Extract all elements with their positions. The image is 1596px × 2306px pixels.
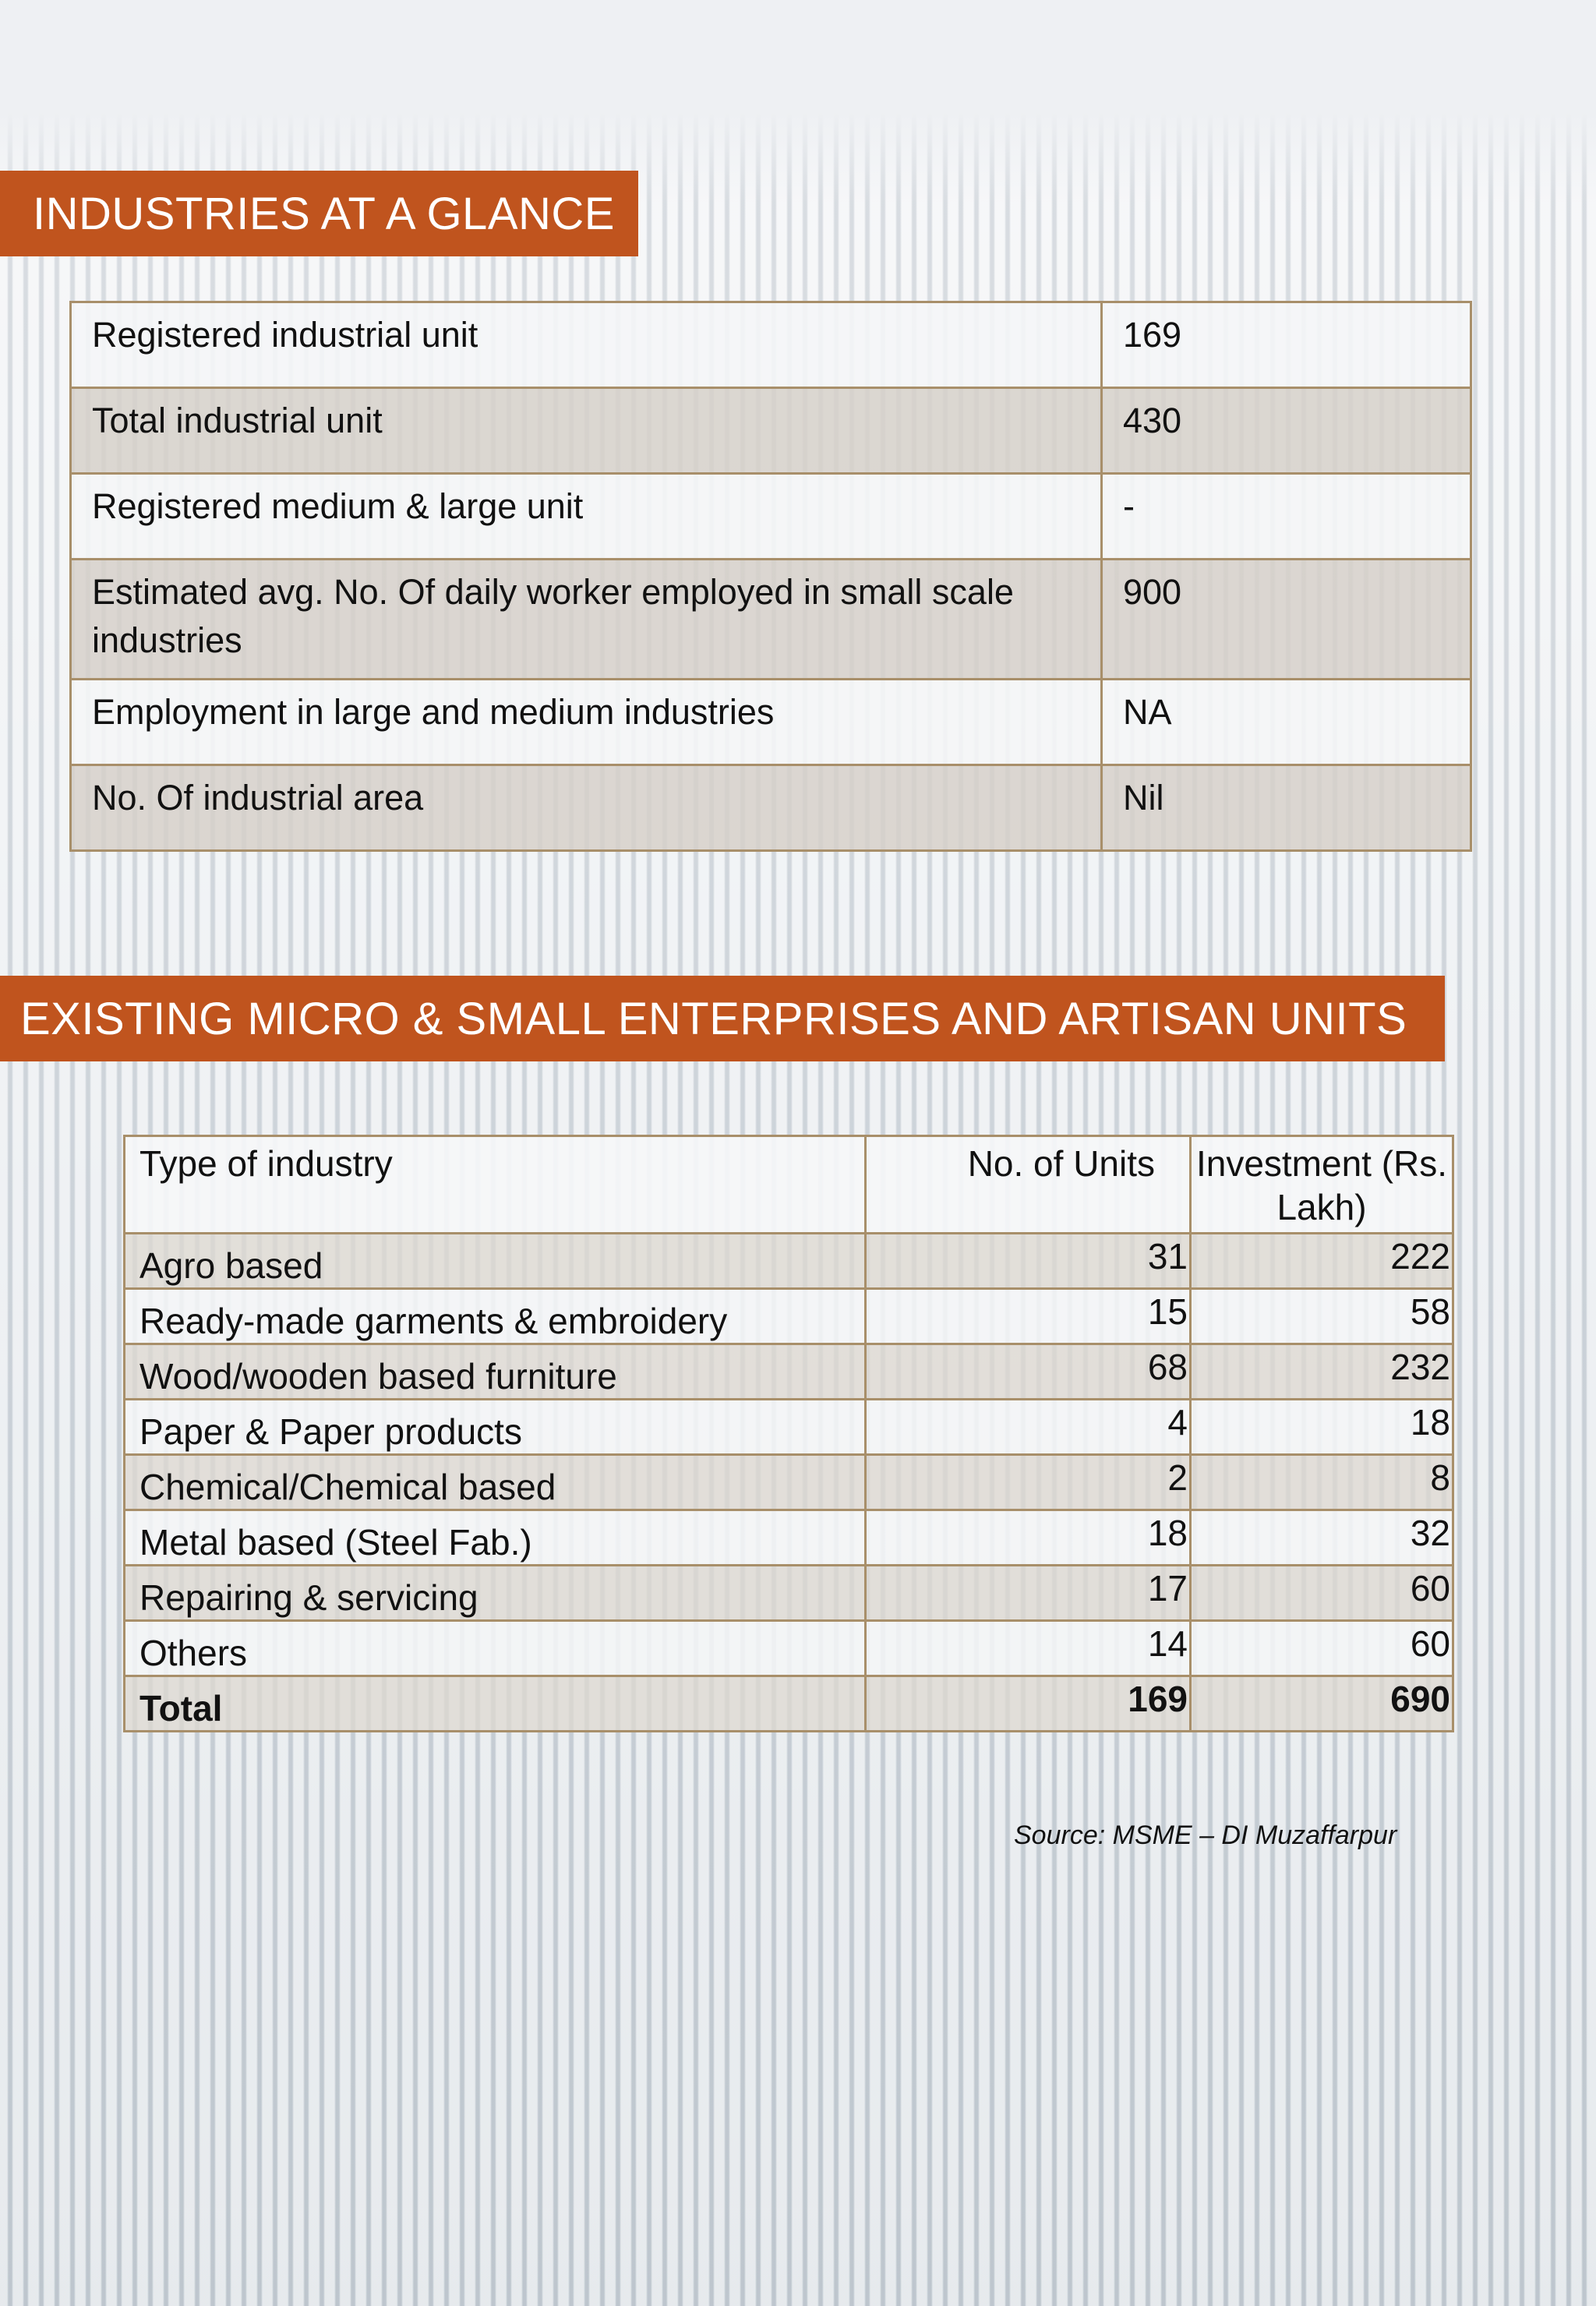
industry-type: Ready-made garments & embroidery	[123, 1287, 867, 1345]
glance-heading: INDUSTRIES AT A GLANCE	[0, 171, 638, 256]
industry-type: Chemical/Chemical based	[123, 1453, 867, 1511]
glance-label: Estimated avg. No. Of daily worker emplo…	[69, 558, 1103, 680]
industry-type: Others	[123, 1619, 867, 1677]
glance-value: Nil	[1100, 764, 1472, 852]
units-cell: 18	[864, 1509, 1192, 1566]
glance-value: 900	[1100, 558, 1472, 680]
table-header-row: Type of industry No. of Units Investment…	[123, 1135, 1454, 1234]
table-row: Registered medium & large unit -	[69, 472, 1472, 560]
investment-cell: 60	[1189, 1564, 1454, 1622]
units-cell: 15	[864, 1287, 1192, 1345]
table-row: Estimated avg. No. Of daily worker emplo…	[69, 558, 1472, 680]
glance-value: NA	[1100, 678, 1472, 766]
msme-heading: EXISTING MICRO & SMALL ENTERPRISES AND A…	[0, 976, 1445, 1061]
table-row: Chemical/Chemical based 2 8	[123, 1453, 1454, 1511]
investment-cell: 232	[1189, 1343, 1454, 1400]
glance-label: Employment in large and medium industrie…	[69, 678, 1103, 766]
table-row: Metal based (Steel Fab.) 18 32	[123, 1509, 1454, 1566]
investment-cell: 58	[1189, 1287, 1454, 1345]
investment-cell: 18	[1189, 1398, 1454, 1456]
column-header-investment: Investment (Rs. Lakh)	[1189, 1135, 1454, 1234]
top-fade	[0, 0, 1596, 203]
units-cell: 2	[864, 1453, 1192, 1511]
msme-heading-text: EXISTING MICRO & SMALL ENTERPRISES AND A…	[20, 993, 1407, 1044]
total-investment: 690	[1189, 1675, 1454, 1732]
units-cell: 17	[864, 1564, 1192, 1622]
source-note: Source: MSME – DI Muzaffarpur	[1014, 1820, 1397, 1850]
glance-label: No. Of industrial area	[69, 764, 1103, 852]
industry-type: Wood/wooden based furniture	[123, 1343, 867, 1400]
investment-cell: 222	[1189, 1232, 1454, 1290]
investment-cell: 32	[1189, 1509, 1454, 1566]
units-cell: 68	[864, 1343, 1192, 1400]
units-cell: 14	[864, 1619, 1192, 1677]
table-row: Employment in large and medium industrie…	[69, 678, 1472, 766]
industry-type: Paper & Paper products	[123, 1398, 867, 1456]
glance-label: Total industrial unit	[69, 387, 1103, 475]
table-row: Others 14 60	[123, 1619, 1454, 1677]
glance-table: Registered industrial unit 169 Total ind…	[69, 301, 1472, 852]
column-header-units: No. of Units	[864, 1135, 1192, 1234]
total-row: Total 169 690	[123, 1675, 1454, 1732]
glance-heading-text: INDUSTRIES AT A GLANCE	[33, 188, 615, 239]
table-row: No. Of industrial area Nil	[69, 764, 1472, 852]
table-row: Wood/wooden based furniture 68 232	[123, 1343, 1454, 1400]
investment-cell: 8	[1189, 1453, 1454, 1511]
table-row: Registered industrial unit 169	[69, 301, 1472, 389]
table-row: Repairing & servicing 17 60	[123, 1564, 1454, 1622]
glance-value: -	[1100, 472, 1472, 560]
industry-type: Agro based	[123, 1232, 867, 1290]
glance-label: Registered industrial unit	[69, 301, 1103, 389]
table-row: Total industrial unit 430	[69, 387, 1472, 475]
msme-table: Type of industry No. of Units Investment…	[123, 1135, 1454, 1732]
industry-type: Metal based (Steel Fab.)	[123, 1509, 867, 1566]
total-units: 169	[864, 1675, 1192, 1732]
industry-type: Repairing & servicing	[123, 1564, 867, 1622]
glance-label: Registered medium & large unit	[69, 472, 1103, 560]
table-row: Paper & Paper products 4 18	[123, 1398, 1454, 1456]
units-cell: 4	[864, 1398, 1192, 1456]
table-row: Agro based 31 222	[123, 1232, 1454, 1290]
column-header-type: Type of industry	[123, 1135, 867, 1234]
total-label: Total	[123, 1675, 867, 1732]
units-cell: 31	[864, 1232, 1192, 1290]
investment-cell: 60	[1189, 1619, 1454, 1677]
glance-value: 430	[1100, 387, 1472, 475]
glance-value: 169	[1100, 301, 1472, 389]
table-row: Ready-made garments & embroidery 15 58	[123, 1287, 1454, 1345]
